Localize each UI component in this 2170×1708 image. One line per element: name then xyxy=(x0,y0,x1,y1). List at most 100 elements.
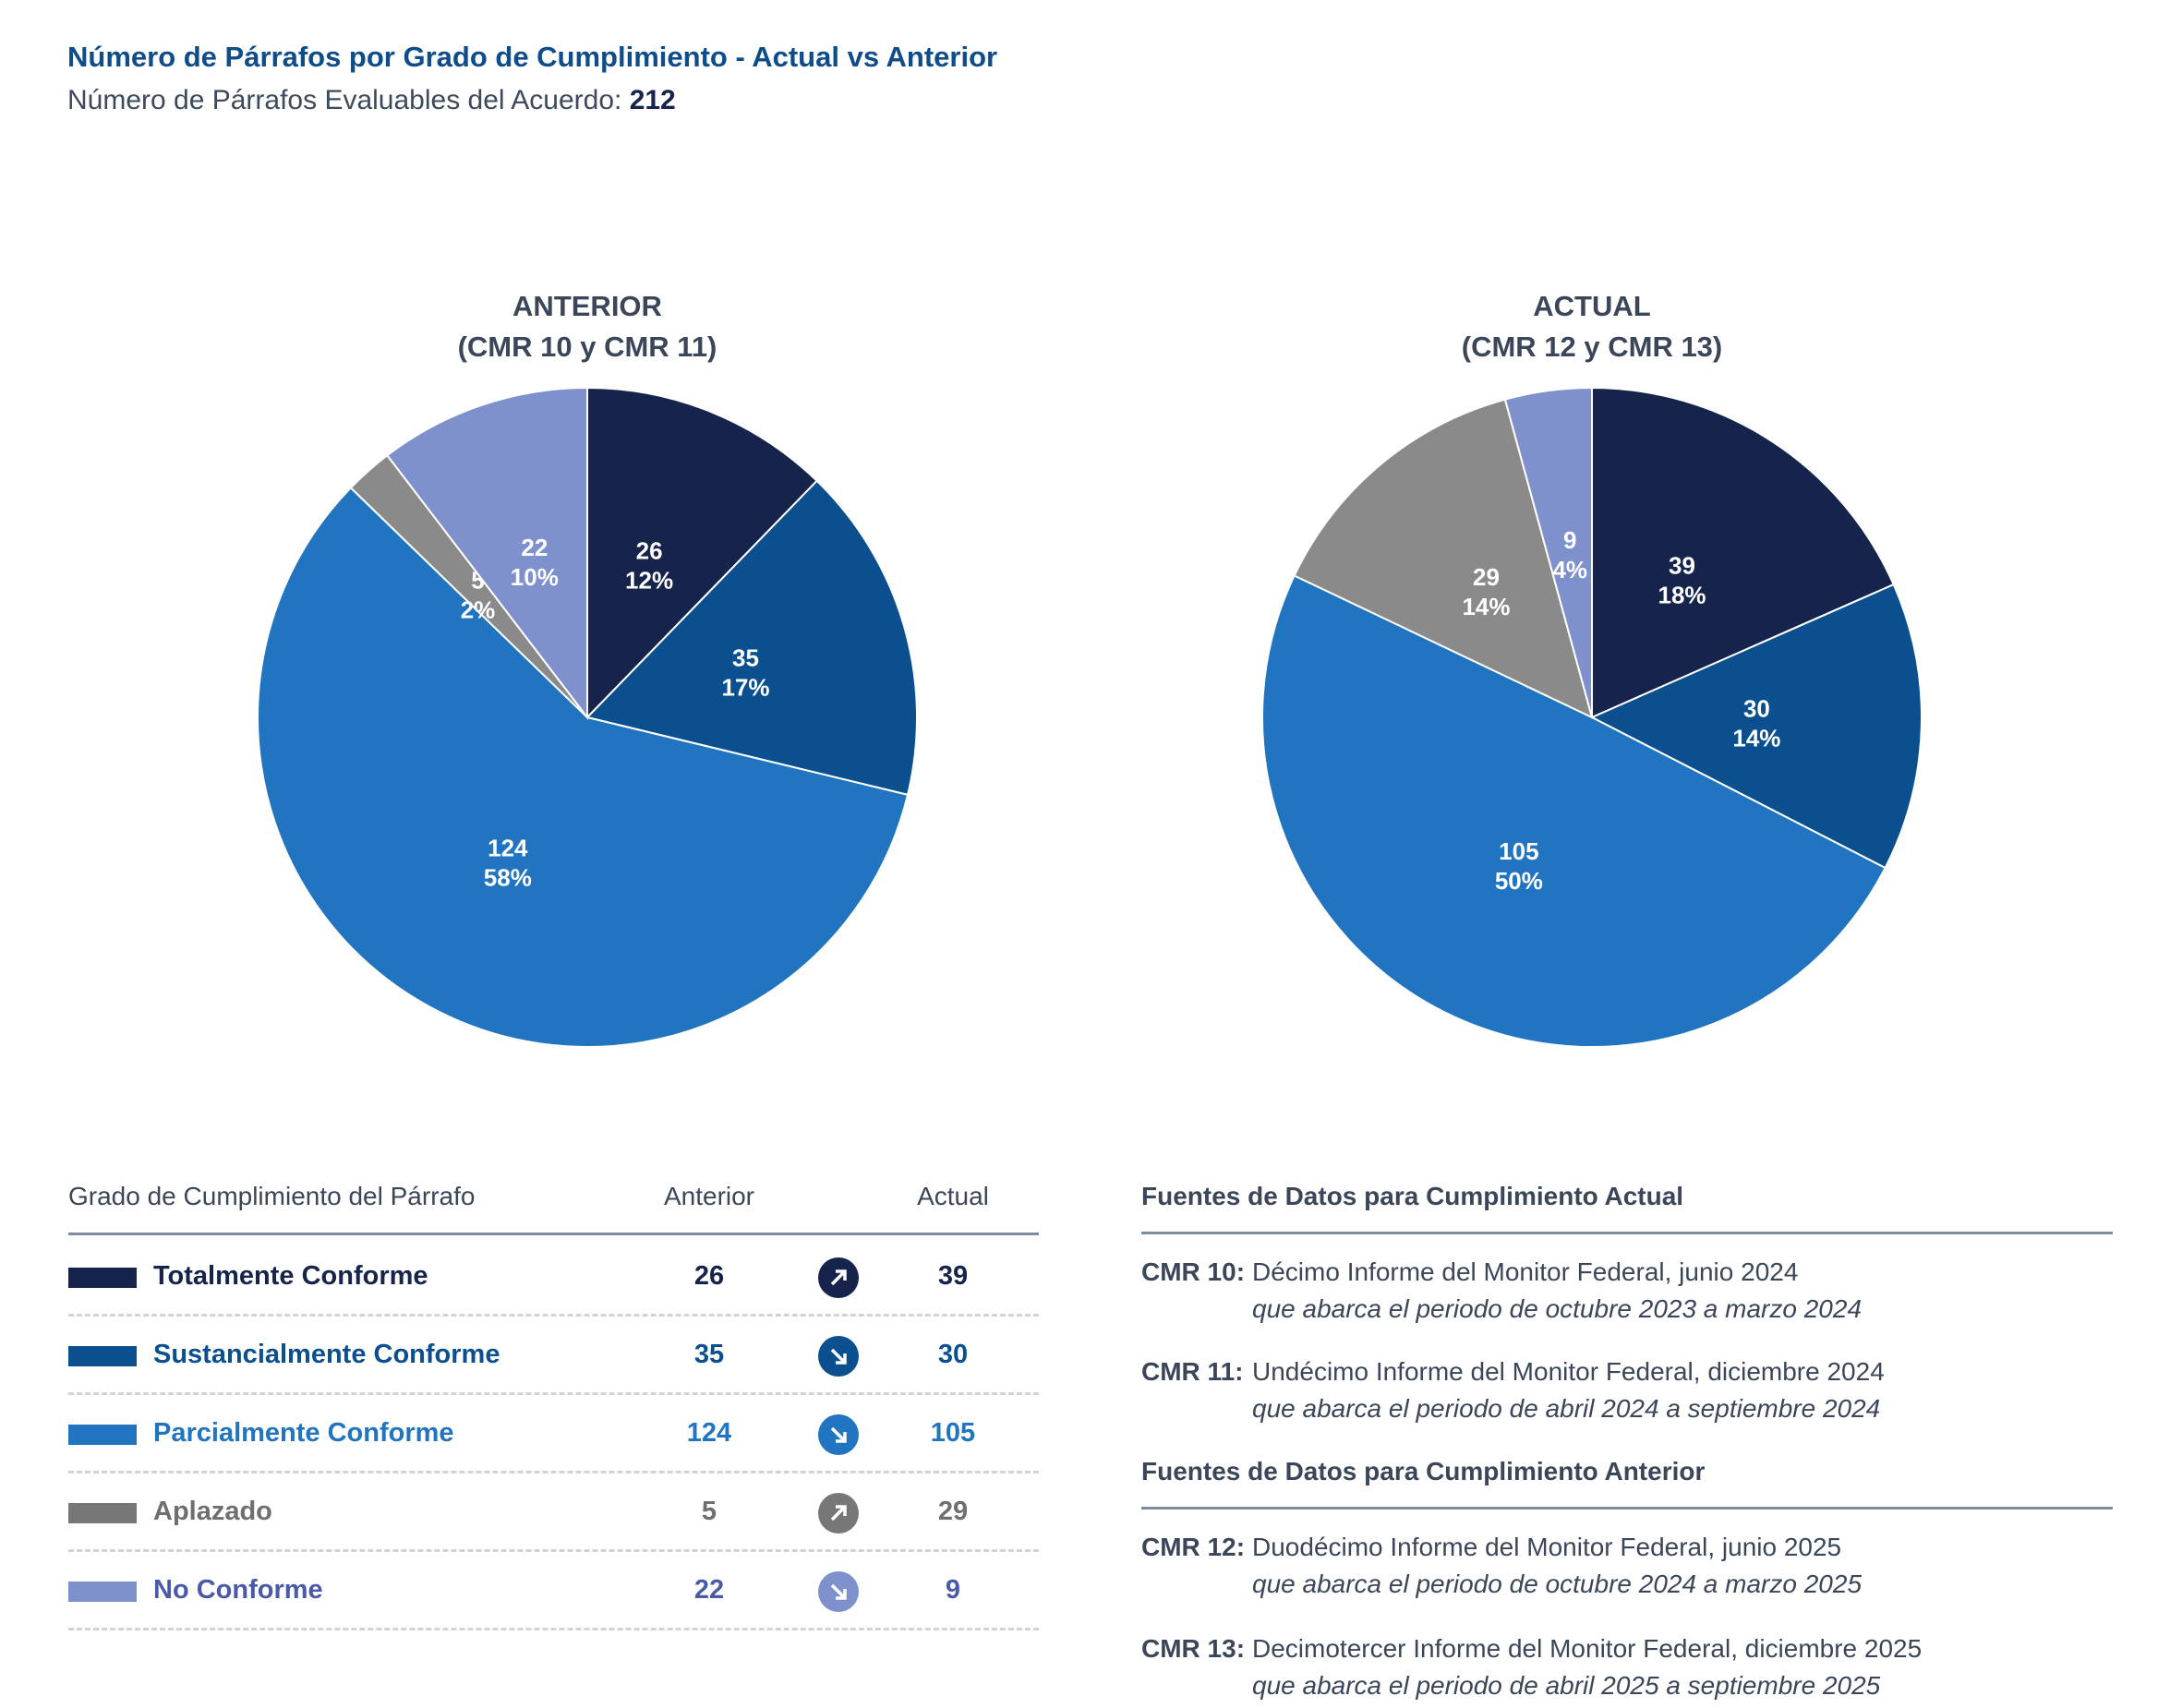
legend-swatch xyxy=(68,1425,137,1445)
row-label: Totalmente Conforme xyxy=(153,1261,428,1291)
pie-slice-sustancialmente-conforme xyxy=(585,479,918,797)
pie-slice-parcialmente-conforme xyxy=(1260,574,1887,1049)
pie-title-line2: (CMR 12 y CMR 13) xyxy=(1461,331,1723,363)
table-row: Parcialmente Conforme 124 105 xyxy=(68,1392,1039,1473)
slice-percent: 10% xyxy=(511,563,559,591)
slice-value: 30 xyxy=(1743,694,1770,722)
source-code: CMR 10: xyxy=(1141,1257,1246,1286)
header-anterior: Anterior xyxy=(663,1182,755,1210)
pie-data-label: 105 50% xyxy=(1495,837,1543,895)
pie-slice-no-conforme xyxy=(385,386,588,720)
pie-data-label: 124 58% xyxy=(484,834,532,891)
sources-actual-heading: Fuentes de Datos para Cumplimiento Actua… xyxy=(1141,1182,1684,1210)
anterior-value: 5 xyxy=(701,1497,717,1526)
source-description: Décimo Informe del Monitor Federal, juni… xyxy=(1252,1257,1799,1286)
slice-value: 105 xyxy=(1499,837,1538,865)
slice-value: 22 xyxy=(521,534,548,561)
source-description: Undécimo Informe del Monitor Federal, di… xyxy=(1252,1357,1885,1386)
slice-value: 9 xyxy=(1563,526,1576,554)
slice-percent: 17% xyxy=(721,673,769,701)
subtitle-value: 212 xyxy=(629,85,676,115)
pie-title-line2: (CMR 10 y CMR 11) xyxy=(457,331,717,363)
sources-anterior-heading: Fuentes de Datos para Cumplimiento Anter… xyxy=(1141,1457,1706,1485)
row-label: Aplazado xyxy=(153,1497,272,1526)
table-row: Aplazado 5 29 xyxy=(68,1471,1039,1552)
pie-slice-no-conforme xyxy=(1503,386,1593,718)
pie-data-label: 29 14% xyxy=(1462,563,1510,620)
divider xyxy=(1141,1232,2113,1234)
source-item: CMR 11: Undécimo Informe del Monitor Fed… xyxy=(1141,1357,1885,1423)
source-period: que abarca el periodo de abril 2025 a se… xyxy=(1252,1671,1881,1700)
table-row: Sustancialmente Conforme 35 30 xyxy=(68,1314,1039,1395)
slice-percent: 18% xyxy=(1658,581,1706,608)
source-period: que abarca el periodo de octubre 2023 a … xyxy=(1252,1294,1863,1323)
pie-data-label: 30 14% xyxy=(1732,694,1780,752)
pie-data-label: 5 2% xyxy=(461,567,496,624)
table-row: No Conforme 22 9 xyxy=(68,1549,1039,1630)
row-label: No Conforme xyxy=(153,1575,323,1605)
slice-value: 124 xyxy=(488,834,528,861)
source-item: CMR 10: Décimo Informe del Monitor Feder… xyxy=(1141,1257,1862,1323)
slice-percent: 2% xyxy=(461,596,496,624)
pie-title-anterior: ANTERIOR (CMR 10 y CMR 11) xyxy=(310,286,864,367)
source-description: Decimotercer Informe del Monitor Federal… xyxy=(1252,1634,1923,1663)
source-code: CMR 13: xyxy=(1141,1634,1246,1663)
source-period: que abarca el periodo de octubre 2024 a … xyxy=(1252,1570,1863,1598)
source-item: CMR 13: Decimotercer Informe del Monitor… xyxy=(1141,1634,1922,1700)
pie-slice-totalmente-conforme xyxy=(586,386,819,720)
actual-value: 105 xyxy=(930,1418,976,1448)
anterior-value: 35 xyxy=(693,1340,725,1369)
pie-charts: 26 12%35 17%124 58%5 2%22 10% 39 18%30 14%105 50%… xyxy=(257,386,1923,1049)
slice-value: 29 xyxy=(1473,563,1500,591)
arrow-up-right-icon xyxy=(818,1257,859,1298)
header-actual: Actual xyxy=(917,1182,989,1210)
table-row: Totalmente Conforme 26 39 xyxy=(68,1235,1039,1317)
actual-value: 30 xyxy=(937,1340,969,1369)
anterior-value: 26 xyxy=(693,1261,725,1291)
source-code: CMR 11: xyxy=(1141,1357,1244,1386)
slice-percent: 4% xyxy=(1552,556,1587,583)
arrow-up-right-icon xyxy=(818,1493,859,1534)
legend-swatch xyxy=(68,1346,137,1366)
slice-percent: 14% xyxy=(1732,724,1780,752)
anterior-value: 124 xyxy=(686,1418,732,1448)
pie-slice-totalmente-conforme xyxy=(1591,386,1896,719)
legend-swatch xyxy=(68,1582,137,1602)
slice-percent: 12% xyxy=(625,567,673,595)
actual-value: 39 xyxy=(937,1261,969,1291)
anterior-value: 22 xyxy=(693,1575,725,1605)
source-code: CMR 12: xyxy=(1141,1533,1246,1561)
page-title: Número de Párrafos por Grado de Cumplimi… xyxy=(67,41,998,73)
divider xyxy=(1141,1507,2113,1510)
slice-percent: 50% xyxy=(1495,867,1543,895)
legend-swatch xyxy=(68,1503,137,1523)
pie-title-line1: ANTERIOR xyxy=(512,290,662,322)
pie-slice-sustancialmente-conforme xyxy=(1589,583,1923,870)
pie-title-actual: ACTUAL (CMR 12 y CMR 13) xyxy=(1315,286,1869,367)
pie-slice-aplazado xyxy=(1293,398,1594,719)
arrow-down-right-icon xyxy=(818,1336,859,1377)
row-label: Sustancialmente Conforme xyxy=(153,1340,500,1369)
slice-percent: 58% xyxy=(484,863,532,891)
source-description: Duodécimo Informe del Monitor Federal, j… xyxy=(1252,1533,1842,1561)
pie-data-label: 9 4% xyxy=(1552,526,1587,583)
header-grado: Grado de Cumplimiento del Párrafo xyxy=(68,1182,476,1210)
page-subtitle: Número de Párrafos Evaluables del Acuerd… xyxy=(67,85,676,116)
actual-value: 9 xyxy=(945,1575,961,1605)
slice-value: 26 xyxy=(636,537,663,565)
slice-percent: 14% xyxy=(1462,593,1510,620)
slice-value: 39 xyxy=(1669,551,1695,579)
arrow-down-right-icon xyxy=(818,1571,859,1612)
header-divider xyxy=(68,1233,1039,1235)
pie-data-label: 39 18% xyxy=(1658,551,1706,608)
actual-value: 29 xyxy=(937,1497,969,1526)
pie-data-label: 35 17% xyxy=(721,644,769,701)
pie-slice-parcialmente-conforme xyxy=(257,486,910,1048)
row-label: Parcialmente Conforme xyxy=(153,1418,454,1448)
pie-data-label: 22 10% xyxy=(511,534,559,591)
pie-title-line1: ACTUAL xyxy=(1533,290,1651,322)
pie-data-label: 26 12% xyxy=(625,537,673,595)
slice-value: 35 xyxy=(732,644,759,671)
source-period: que abarca el periodo de abril 2024 a se… xyxy=(1252,1394,1881,1423)
subtitle-label: Número de Párrafos Evaluables del Acuerd… xyxy=(67,85,622,115)
